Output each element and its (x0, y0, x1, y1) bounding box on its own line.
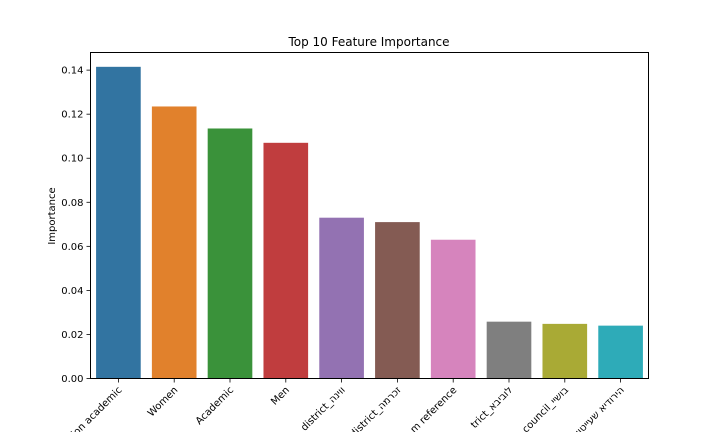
bar-5 (319, 217, 364, 379)
chart-title: Top 10 Feature Importance (287, 35, 449, 49)
y-tick-label: 0.00 (61, 374, 83, 385)
y-tick-label: 0.08 (61, 198, 83, 209)
x-tick-label: ion academic (70, 385, 125, 432)
x-tick-label: district_זכרמה (348, 384, 404, 432)
y-tick-label: 0.10 (61, 154, 83, 165)
y-axis-label: Importance (47, 187, 58, 244)
y-tick-label: 0.04 (61, 286, 83, 297)
bar-8 (486, 321, 532, 379)
y-tick-label: 0.14 (61, 66, 83, 77)
bar-9 (542, 323, 588, 379)
x-tick-label: Academic (194, 385, 236, 427)
x-tick-label: trict_לוביבא (469, 385, 515, 431)
x-axis-ticks: ion academic Women Academic Men district_ווי… (70, 378, 627, 432)
x-tick-label: Women (146, 385, 180, 419)
bar-2 (151, 106, 197, 379)
bar-1 (96, 66, 141, 379)
x-tick-label: Men (269, 385, 292, 408)
x-tick-label: district_ווינה (299, 385, 348, 432)
plot-frame (90, 52, 649, 379)
bar-7 (430, 239, 476, 379)
bar-10 (598, 325, 643, 379)
y-tick-label: 0.02 (61, 330, 83, 341)
bars (96, 66, 643, 379)
bar-4 (263, 142, 309, 379)
y-tick-label: 0.06 (61, 242, 83, 253)
x-tick-label: council_בושיי (520, 385, 571, 432)
bar-6 (375, 222, 420, 379)
x-tick-label: הירודיא שעייטוי (574, 385, 627, 432)
y-axis-ticks: 0.00 0.02 0.04 0.06 0.08 0.10 0.12 0.14 (61, 66, 91, 385)
y-tick-label: 0.12 (61, 110, 83, 121)
x-tick-label: m reference (409, 385, 460, 432)
bar-3 (207, 128, 253, 379)
